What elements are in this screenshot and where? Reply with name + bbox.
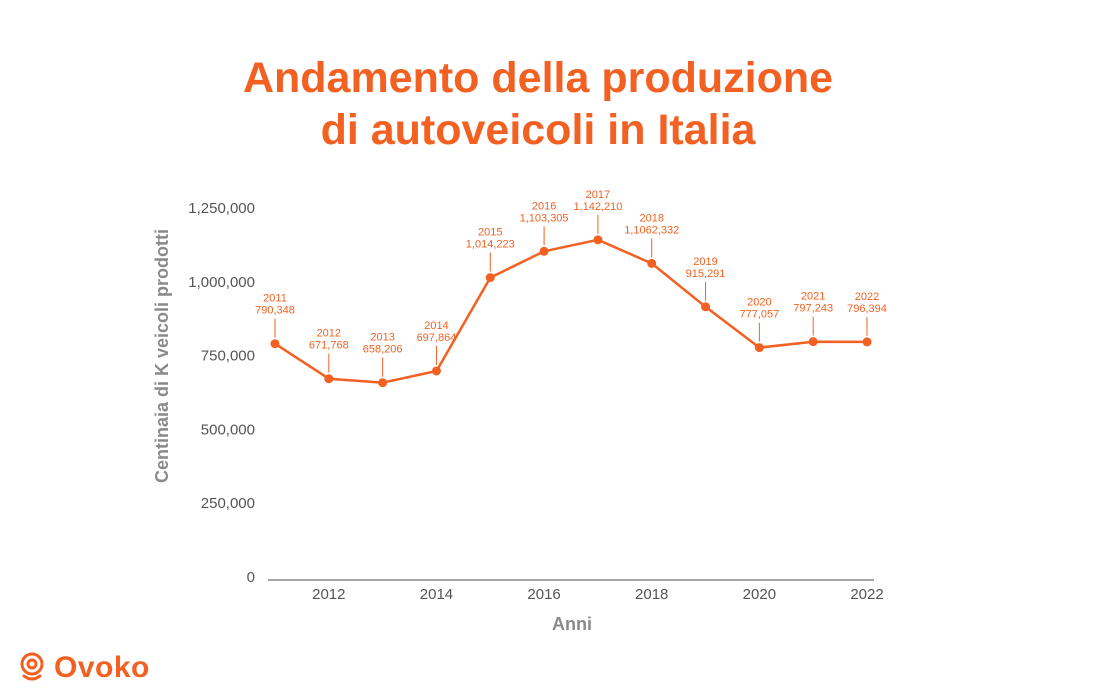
location-pin-icon	[20, 652, 44, 681]
y-tick-label: 250,000	[201, 495, 255, 512]
x-tick-label: 2016	[527, 586, 560, 603]
data-points	[270, 235, 872, 388]
data-label-year: 2018	[639, 212, 663, 224]
data-label-value: 915,291	[686, 268, 726, 280]
data-point	[808, 337, 818, 347]
data-label-value: 1,103,305	[520, 212, 569, 224]
y-tick-label: 1,000,000	[188, 274, 255, 291]
brand-name: Ovoko	[54, 651, 150, 684]
data-label-value: 796,394	[847, 303, 887, 315]
data-point	[754, 343, 764, 353]
data-point	[593, 235, 603, 245]
series-line-production	[274, 238, 868, 384]
y-tick-label: 750,000	[201, 348, 255, 365]
data-label-value: 777,057	[739, 309, 779, 321]
data-label-value: 790,348	[255, 305, 295, 317]
brand-logo[interactable]: Ovoko	[18, 650, 150, 686]
data-label-value: 697,864	[417, 332, 457, 344]
data-label-year: 2020	[747, 297, 771, 309]
chart-title: Andamento della produzione di autoveicol…	[0, 52, 1076, 156]
data-point	[862, 337, 872, 347]
data-point	[378, 378, 388, 388]
x-tick-label: 2020	[743, 586, 776, 603]
data-label-year: 2015	[478, 227, 502, 239]
data-label-year: 2019	[693, 256, 717, 268]
data-label-year: 2011	[263, 293, 287, 305]
x-axis-ticks: 2012 2014 2016 2018 2020 2022	[312, 586, 884, 603]
x-tick-label: 2014	[420, 586, 453, 603]
x-axis-title: Anni	[552, 614, 592, 634]
data-label-year: 2017	[586, 189, 610, 201]
x-tick-label: 2022	[850, 586, 883, 603]
data-label-year: 2022	[855, 291, 879, 303]
data-label-year: 2021	[801, 291, 825, 303]
data-label-value: 797,243	[793, 303, 833, 315]
data-label-year: 2012	[317, 328, 341, 340]
chart-title-line-2: di autoveicoli in Italia	[320, 106, 756, 154]
data-point	[485, 273, 495, 283]
data-point	[539, 246, 549, 256]
data-label-year: 2014	[424, 320, 448, 332]
y-axis-title: Centinaia di K veicoli prodotti	[152, 229, 172, 483]
data-point	[324, 374, 334, 384]
data-label-value: 671,768	[309, 340, 349, 352]
y-axis-ticks: 0 250,000 500,000 750,000 1,000,000 1,250,000	[188, 200, 255, 586]
data-label-leaders	[274, 214, 868, 377]
data-label-value: 658,206	[363, 344, 403, 356]
data-label-value: 1,014,223	[466, 239, 515, 251]
y-tick-label: 0	[247, 569, 255, 586]
data-point	[431, 366, 441, 376]
data-point	[270, 339, 280, 349]
data-label-value: 1,142,210	[573, 201, 622, 213]
y-tick-label: 1,250,000	[188, 200, 255, 217]
y-tick-label: 500,000	[201, 421, 255, 438]
x-tick-label: 2012	[312, 586, 345, 603]
data-point	[701, 302, 711, 312]
data-label-value: 1,1062,332	[624, 224, 679, 236]
data-point	[647, 258, 657, 268]
chart-title-line-1: Andamento della produzione	[242, 54, 834, 102]
x-tick-label: 2018	[635, 586, 668, 603]
data-label-year: 2013	[370, 332, 394, 344]
data-label-year: 2016	[532, 200, 556, 212]
